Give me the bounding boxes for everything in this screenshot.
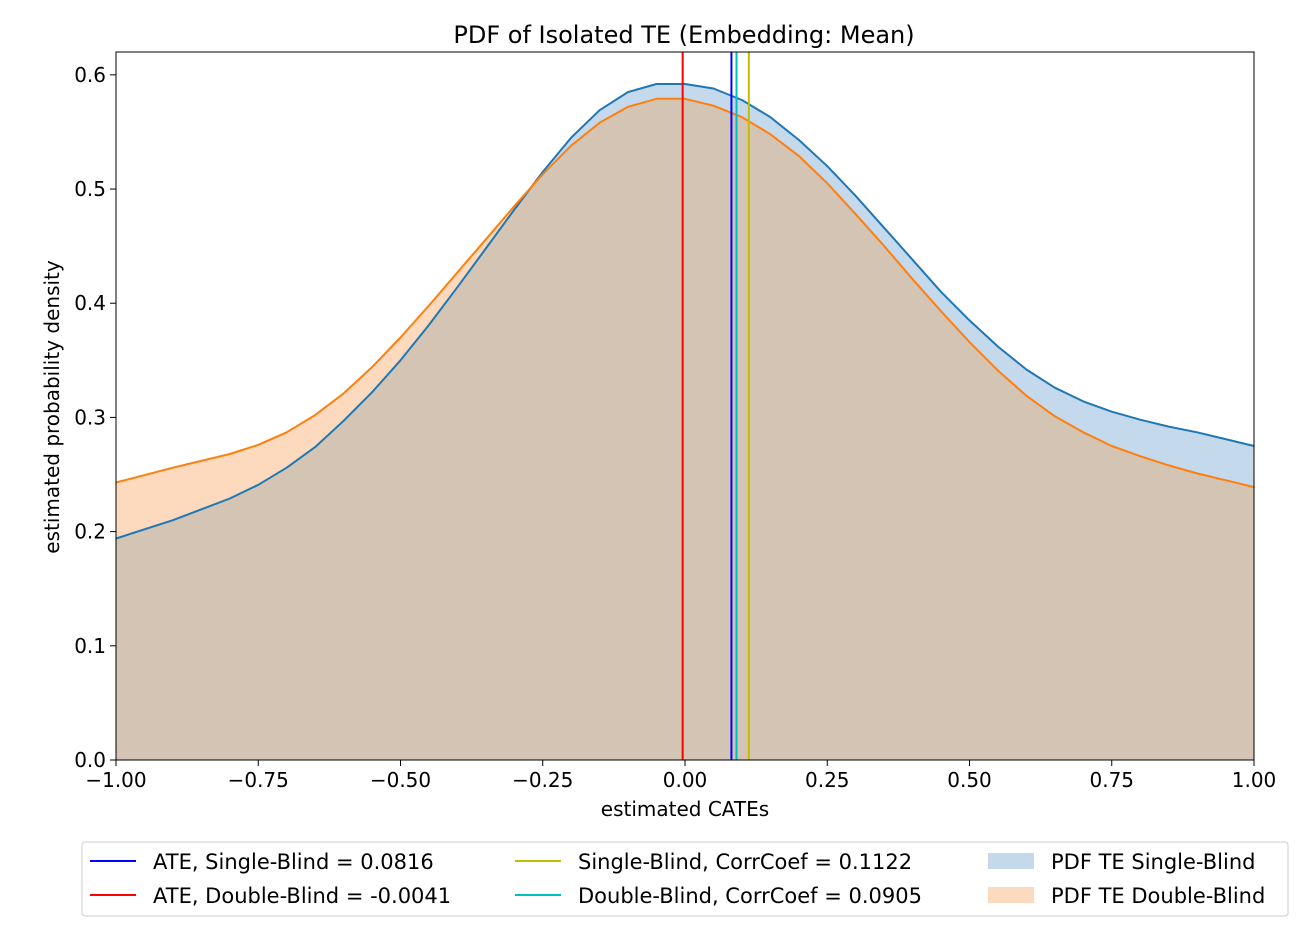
legend-swatch [988, 887, 1034, 903]
y-tick-label: 0.2 [74, 520, 106, 544]
plot-fills [116, 84, 1254, 761]
y-tick-label: 0.0 [74, 748, 106, 772]
legend-label: Double-Blind, CorrCoef = 0.0905 [578, 884, 922, 908]
y-axis: 0.0 0.1 0.2 0.3 0.4 0.5 0.6 [74, 63, 116, 772]
x-tick-label: 0.00 [663, 768, 708, 792]
x-tick-label: 0.75 [1089, 768, 1134, 792]
legend: ATE, Single-Blind = 0.0816 ATE, Double-Bl… [81, 841, 1289, 917]
x-tick-label: −0.50 [370, 768, 431, 792]
line-single-blind [115, 83, 1255, 540]
plot-lines [115, 83, 1255, 540]
legend-box [81, 841, 1289, 917]
x-tick-label: 0.25 [805, 768, 850, 792]
line-double-blind [115, 97, 1255, 489]
legend-label: ATE, Single-Blind = 0.0816 [153, 850, 434, 874]
legend-label: Single-Blind, CorrCoef = 0.1122 [578, 850, 912, 874]
area-overlap [116, 98, 1254, 761]
y-tick-label: 0.3 [74, 405, 106, 429]
y-tick-label: 0.5 [74, 177, 106, 201]
legend-label: PDF TE Single-Blind [1051, 850, 1255, 874]
legend-label: ATE, Double-Blind = -0.0041 [153, 884, 451, 908]
x-tick-label: 0.50 [947, 768, 992, 792]
x-tick-label: 1.00 [1232, 768, 1277, 792]
x-axis: −1.00 −0.75 −0.50 −0.25 0.00 0.25 0.50 0.75 1.00 [85, 760, 1276, 792]
chart-title: PDF of Isolated TE (Embedding: Mean) [453, 21, 914, 49]
y-tick-label: 0.6 [74, 63, 106, 87]
legend-label: PDF TE Double-Blind [1051, 884, 1265, 908]
x-tick-label: −0.25 [512, 768, 573, 792]
y-tick-label: 0.4 [74, 291, 106, 315]
plot-vlines [681, 52, 750, 760]
y-axis-label: estimated probability density [40, 260, 64, 554]
x-axis-label: estimated CATEs [601, 797, 769, 821]
x-tick-label: −0.75 [228, 768, 289, 792]
y-tick-label: 0.1 [74, 634, 106, 658]
x-tick-label: −1.00 [85, 768, 146, 792]
legend-swatch [988, 853, 1034, 869]
